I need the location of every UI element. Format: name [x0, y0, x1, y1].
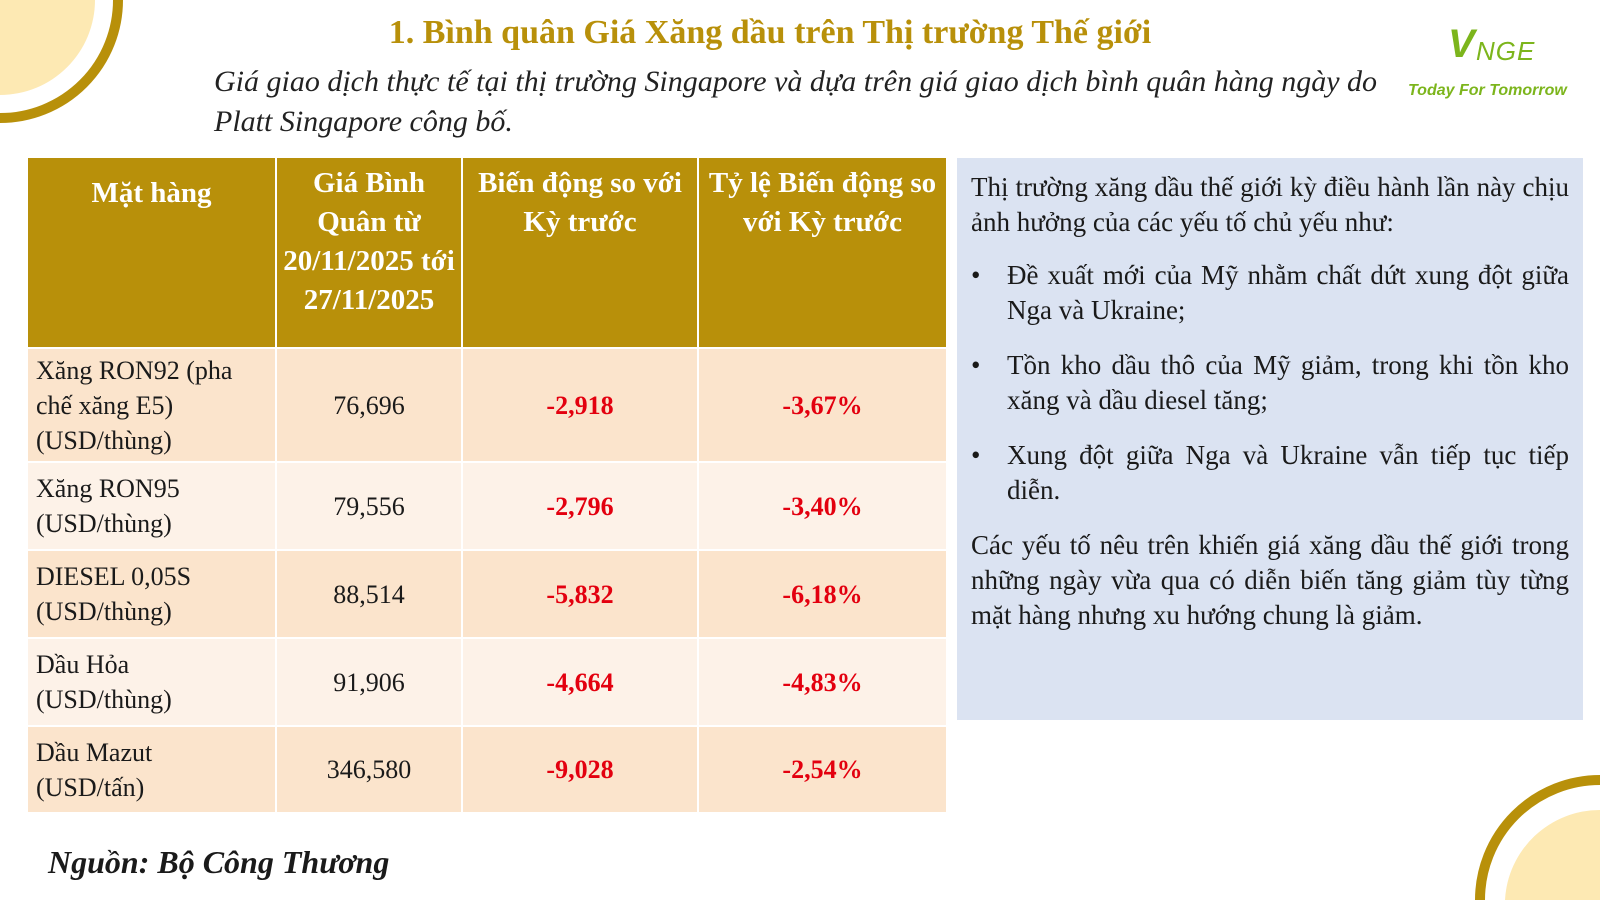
- page-subtitle: Giá giao dịch thực tế tại thị trường Sin…: [214, 62, 1394, 142]
- table-header-row: Mặt hàng Giá Bình Quân từ 20/11/2025 tới…: [28, 158, 946, 348]
- company-logo: V NGE Today For Tomorrow: [1408, 20, 1588, 110]
- item-name: Xăng RON95 (USD/thùng): [28, 462, 276, 550]
- table-row: Dầu Mazut (USD/tấn) 346,580 -9,028 -2,54…: [28, 726, 946, 812]
- header-change-rate: Tỷ lệ Biến động so với Kỳ trước: [698, 158, 946, 348]
- price-change: -2,918: [462, 348, 698, 462]
- change-rate: -3,67%: [698, 348, 946, 462]
- list-item: • Tồn kho dầu thô của Mỹ giảm, trong khi…: [971, 348, 1569, 418]
- item-name: DIESEL 0,05S (USD/thùng): [28, 550, 276, 638]
- average-price: 88,514: [276, 550, 462, 638]
- header-item: Mặt hàng: [28, 158, 276, 348]
- item-name: Dầu Hỏa (USD/thùng): [28, 638, 276, 726]
- market-commentary-panel: Thị trường xăng dầu thế giới kỳ điều hàn…: [957, 158, 1583, 720]
- source-note: Nguồn: Bộ Công Thương: [48, 844, 389, 881]
- header-average-price: Giá Bình Quân từ 20/11/2025 tới 27/11/20…: [276, 158, 462, 348]
- commentary-intro: Thị trường xăng dầu thế giới kỳ điều hàn…: [971, 170, 1569, 240]
- logo-tagline: Today For Tomorrow: [1408, 82, 1567, 100]
- factor-text: Đề xuất mới của Mỹ nhằm chất dứt xung độ…: [1007, 260, 1569, 325]
- change-rate: -6,18%: [698, 550, 946, 638]
- commentary-conclusion: Các yếu tố nêu trên khiến giá xăng dầu t…: [971, 528, 1569, 633]
- factor-text: Xung đột giữa Nga và Ukraine vẫn tiếp tụ…: [1007, 440, 1569, 505]
- price-change: -2,796: [462, 462, 698, 550]
- page-title: 1. Bình quân Giá Xăng dầu trên Thị trườn…: [0, 14, 1540, 52]
- average-price: 79,556: [276, 462, 462, 550]
- change-rate: -4,83%: [698, 638, 946, 726]
- item-name: Xăng RON92 (pha chế xăng E5) (USD/thùng): [28, 348, 276, 462]
- header-change: Biến động so với Kỳ trước: [462, 158, 698, 348]
- average-price: 346,580: [276, 726, 462, 812]
- list-item: • Xung đột giữa Nga và Ukraine vẫn tiếp …: [971, 438, 1569, 508]
- table-row: Xăng RON95 (USD/thùng) 79,556 -2,796 -3,…: [28, 462, 946, 550]
- change-rate: -3,40%: [698, 462, 946, 550]
- corner-decoration-bottom-right: [1450, 770, 1600, 900]
- logo-text: NGE: [1476, 36, 1535, 67]
- bullet-icon: •: [971, 348, 980, 383]
- table-row: Xăng RON92 (pha chế xăng E5) (USD/thùng)…: [28, 348, 946, 462]
- price-table: Mặt hàng Giá Bình Quân từ 20/11/2025 tới…: [28, 158, 946, 812]
- bullet-icon: •: [971, 438, 980, 473]
- bullet-icon: •: [971, 258, 980, 293]
- logo-mark: V: [1448, 22, 1475, 67]
- average-price: 76,696: [276, 348, 462, 462]
- table-row: Dầu Hỏa (USD/thùng) 91,906 -4,664 -4,83%: [28, 638, 946, 726]
- price-change: -4,664: [462, 638, 698, 726]
- factor-list: • Đề xuất mới của Mỹ nhằm chất dứt xung …: [971, 258, 1569, 508]
- item-name: Dầu Mazut (USD/tấn): [28, 726, 276, 812]
- factor-text: Tồn kho dầu thô của Mỹ giảm, trong khi t…: [1007, 350, 1569, 415]
- price-change: -9,028: [462, 726, 698, 812]
- average-price: 91,906: [276, 638, 462, 726]
- price-change: -5,832: [462, 550, 698, 638]
- list-item: • Đề xuất mới của Mỹ nhằm chất dứt xung …: [971, 258, 1569, 328]
- table-row: DIESEL 0,05S (USD/thùng) 88,514 -5,832 -…: [28, 550, 946, 638]
- change-rate: -2,54%: [698, 726, 946, 812]
